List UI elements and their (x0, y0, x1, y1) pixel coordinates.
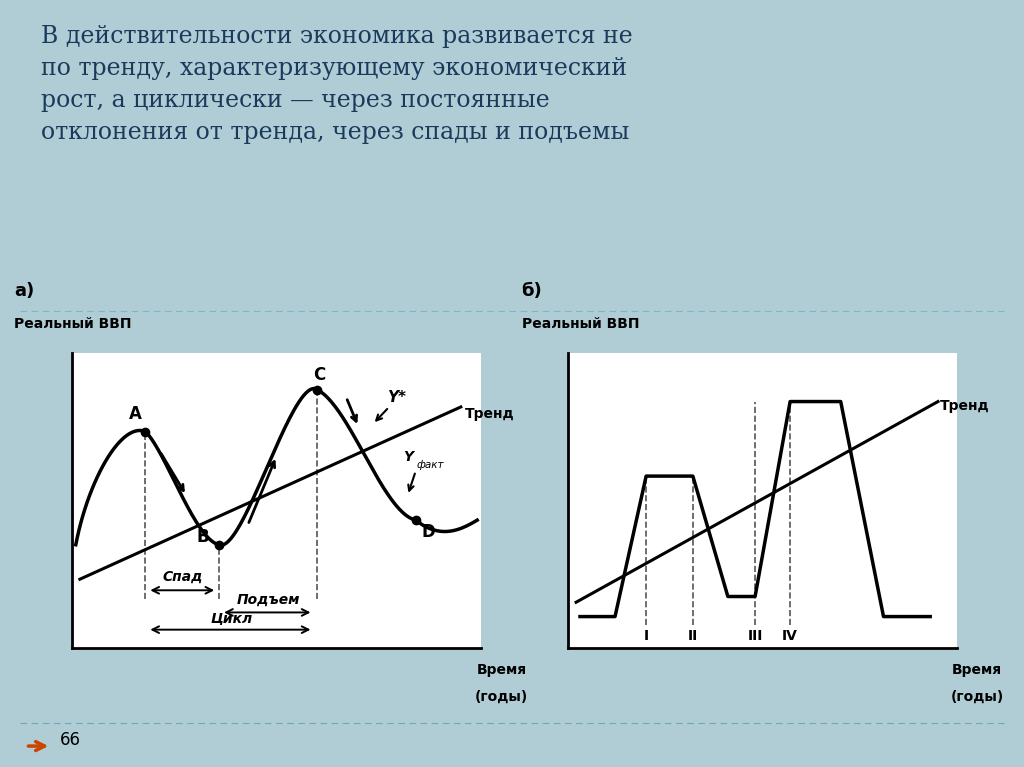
Text: III: III (748, 628, 763, 643)
Text: Тренд: Тренд (465, 407, 514, 421)
Text: Тренд: Тренд (940, 399, 989, 413)
Text: C: C (313, 366, 326, 384)
Text: Подъем: Подъем (237, 593, 300, 607)
Text: B: B (197, 528, 209, 546)
Text: Y*: Y* (387, 390, 407, 405)
Text: б): б) (521, 282, 543, 300)
Text: 66: 66 (59, 731, 81, 749)
Text: Время: Время (477, 663, 526, 677)
Text: В действительности экономика развивается не
по тренду, характеризующему экономич: В действительности экономика развивается… (41, 25, 633, 144)
Text: II: II (688, 628, 698, 643)
Text: IV: IV (782, 628, 798, 643)
Text: A: A (129, 405, 142, 423)
Text: (годы): (годы) (950, 690, 1004, 703)
Text: Y: Y (403, 450, 414, 464)
Text: Цикл: Цикл (210, 611, 253, 625)
Text: Время: Время (952, 663, 1001, 677)
Text: Реальный ВВП: Реальный ВВП (14, 318, 132, 331)
Text: I: I (643, 628, 649, 643)
Text: а): а) (14, 282, 35, 300)
Text: факт: факт (417, 460, 444, 470)
Text: Реальный ВВП: Реальный ВВП (521, 318, 639, 331)
Text: Спад: Спад (162, 569, 203, 584)
Text: (годы): (годы) (475, 690, 528, 703)
Text: D: D (422, 523, 435, 542)
